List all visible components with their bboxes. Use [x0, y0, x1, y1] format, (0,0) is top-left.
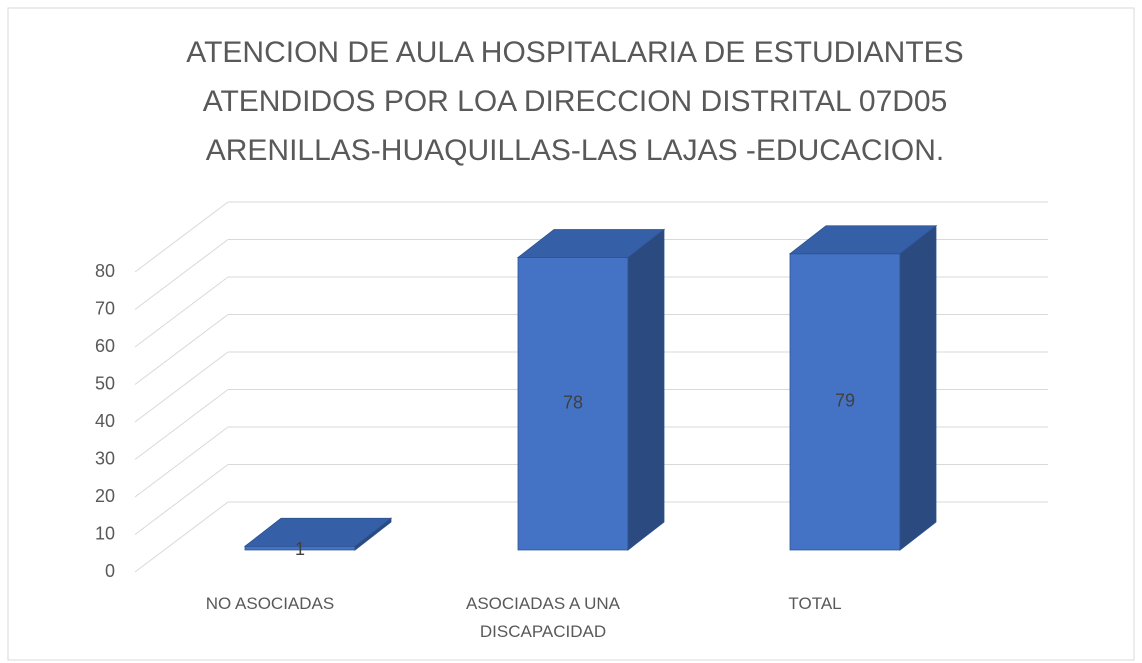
bar-side	[627, 228, 665, 551]
x-tick-label: TOTAL	[788, 594, 842, 613]
grid-line	[134, 351, 229, 423]
chart-title: ATENDIDOS POR LOA DIRECCION DISTRITAL 07…	[203, 85, 948, 118]
grid-line	[134, 239, 229, 310]
chart-frame	[7, 7, 1135, 661]
bar	[243, 517, 393, 551]
y-tick-label: 0	[105, 561, 115, 581]
bar-top	[516, 229, 666, 258]
x-tick-label: NO ASOCIADAS	[205, 594, 335, 613]
bar	[516, 228, 666, 551]
y-tick-label: 50	[95, 373, 115, 393]
grid-line	[134, 501, 229, 573]
y-tick-label: 30	[95, 448, 115, 468]
bar	[788, 224, 938, 551]
bar-top	[788, 225, 938, 255]
y-tick-label: 80	[95, 261, 115, 281]
grid-line	[134, 314, 229, 385]
data-label: 1	[295, 539, 305, 559]
grid-line	[134, 276, 229, 348]
y-tick-label: 40	[95, 411, 115, 431]
data-label: 78	[563, 393, 583, 413]
grid-line	[134, 389, 229, 460]
bar-side	[899, 224, 937, 551]
chart-title: ARENILLAS-HUAQUILLAS-LAS LAJAS -EDUCACIO…	[206, 134, 945, 167]
y-tick-label: 70	[95, 298, 115, 318]
grid-line	[134, 464, 229, 535]
y-tick-label: 10	[95, 523, 115, 543]
chart-title: ATENCION DE AULA HOSPITALARIA DE ESTUDIA…	[186, 36, 963, 69]
y-tick-label: 20	[95, 486, 115, 506]
y-tick-label: 60	[95, 336, 115, 356]
grid-line	[134, 201, 229, 273]
x-tick-label: ASOCIADAS A UNA DISCAPACIDAD	[466, 594, 620, 641]
grid-line	[134, 426, 229, 498]
bar-top	[243, 517, 393, 547]
data-label: 79	[835, 391, 855, 411]
